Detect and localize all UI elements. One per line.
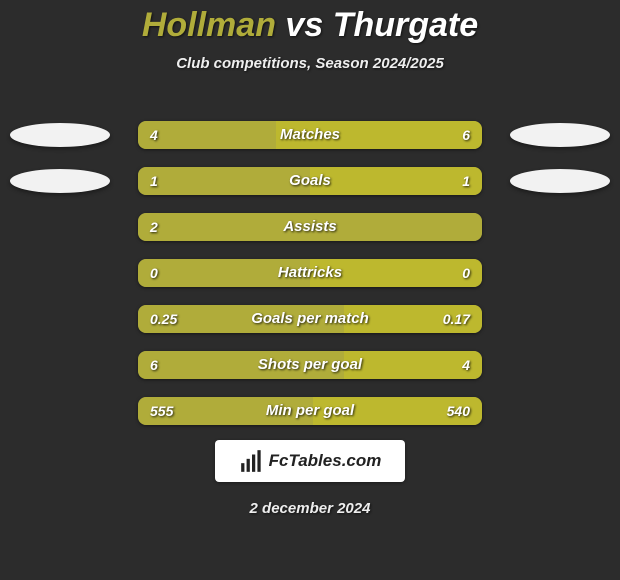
stat-bar-right <box>310 259 482 287</box>
stat-bar-container <box>138 351 482 379</box>
stat-bar-container <box>138 213 482 241</box>
stat-row: Min per goal555540 <box>0 394 620 428</box>
comparison-infographic: Hollman vs Thurgate Club competitions, S… <box>0 0 620 580</box>
stat-bar-container <box>138 259 482 287</box>
footer-date: 2 december 2024 <box>0 500 620 517</box>
stat-bar-left <box>138 351 344 379</box>
stat-bar-right <box>344 305 482 333</box>
stat-bar-left <box>138 167 310 195</box>
stat-bar-left <box>138 121 276 149</box>
page-title: Hollman vs Thurgate <box>0 0 620 45</box>
stat-row: Hattricks00 <box>0 256 620 290</box>
stat-bar-right <box>344 351 482 379</box>
stat-bar-container <box>138 305 482 333</box>
stat-bar-right <box>276 121 482 149</box>
footer-logo: FcTables.com <box>215 440 405 482</box>
stat-bar-left <box>138 259 310 287</box>
stat-bar-container <box>138 167 482 195</box>
vs-label: vs <box>285 6 323 44</box>
stat-bar-container <box>138 121 482 149</box>
club-badge-left <box>10 123 110 147</box>
stat-bar-right <box>310 167 482 195</box>
player2-name: Thurgate <box>333 6 478 44</box>
footer-logo-text: FcTables.com <box>269 451 382 471</box>
stat-row: Matches46 <box>0 118 620 152</box>
stat-bar-left <box>138 397 313 425</box>
subtitle: Club competitions, Season 2024/2025 <box>0 55 620 72</box>
player1-name: Hollman <box>142 6 276 44</box>
club-badge-left <box>10 169 110 193</box>
stat-row: Shots per goal64 <box>0 348 620 382</box>
bar-chart-icon <box>239 448 265 474</box>
stat-bar-right <box>313 397 482 425</box>
stat-row: Goals per match0.250.17 <box>0 302 620 336</box>
stats-chart: Matches46 Goals11 Assists2 Hattricks00 Goals… <box>0 118 620 440</box>
stat-row: Assists2 <box>0 210 620 244</box>
stat-row: Goals11 <box>0 164 620 198</box>
club-badge-right <box>510 169 610 193</box>
stat-bar-left <box>138 305 344 333</box>
club-badge-right <box>510 123 610 147</box>
stat-bar-left <box>138 213 482 241</box>
stat-bar-container <box>138 397 482 425</box>
